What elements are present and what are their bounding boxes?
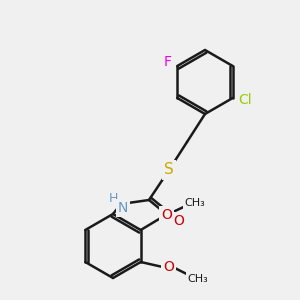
Text: CH₃: CH₃ <box>184 198 205 208</box>
Text: Cl: Cl <box>238 93 251 107</box>
Text: S: S <box>164 163 174 178</box>
Text: O: O <box>161 208 172 222</box>
Text: N: N <box>118 201 128 215</box>
Text: CH₃: CH₃ <box>187 274 208 284</box>
Text: O: O <box>174 214 184 228</box>
Text: O: O <box>163 260 174 274</box>
Text: F: F <box>163 55 171 69</box>
Text: H: H <box>108 191 118 205</box>
